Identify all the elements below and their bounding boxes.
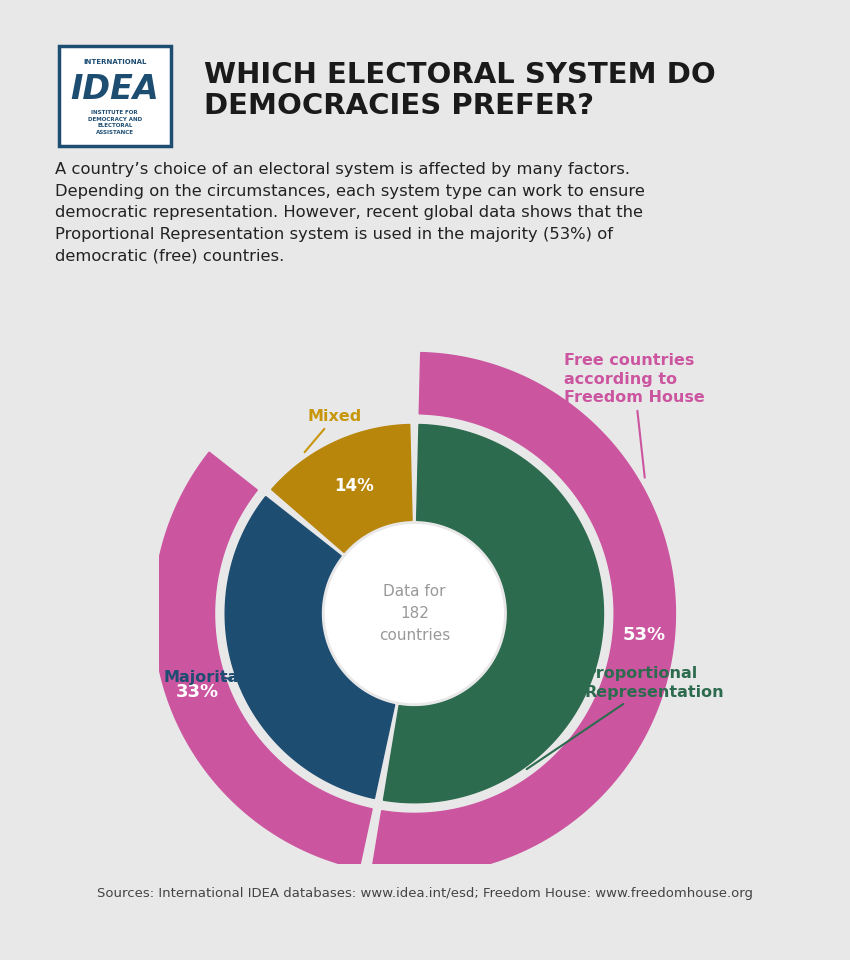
Text: 33%: 33% xyxy=(176,683,219,701)
Text: IDEA: IDEA xyxy=(71,73,159,107)
Polygon shape xyxy=(272,424,412,552)
FancyBboxPatch shape xyxy=(59,46,171,146)
Text: 53%: 53% xyxy=(622,626,666,644)
Text: A country’s choice of an electoral system is affected by many factors.
Depending: A country’s choice of an electoral syste… xyxy=(55,162,645,263)
Text: Majoritarian: Majoritarian xyxy=(164,670,275,685)
Text: Free countries
according to
Freedom House: Free countries according to Freedom Hous… xyxy=(564,353,705,478)
Polygon shape xyxy=(153,452,372,869)
Text: Proportional
Representation: Proportional Representation xyxy=(527,666,724,769)
Circle shape xyxy=(326,524,503,703)
Text: Mixed: Mixed xyxy=(304,409,362,452)
Text: Data for
182
countries: Data for 182 countries xyxy=(379,584,450,643)
Text: Sources: International IDEA databases: www.idea.int/esd; Freedom House: www.free: Sources: International IDEA databases: w… xyxy=(97,887,753,900)
Polygon shape xyxy=(383,424,604,803)
Text: INTERNATIONAL: INTERNATIONAL xyxy=(83,60,146,65)
Text: 14%: 14% xyxy=(334,477,374,494)
Polygon shape xyxy=(225,496,394,799)
Polygon shape xyxy=(371,352,676,875)
Text: INSTITUTE FOR
DEMOCRACY AND
ELECTORAL
ASSISTANCE: INSTITUTE FOR DEMOCRACY AND ELECTORAL AS… xyxy=(88,110,142,134)
Text: WHICH ELECTORAL SYSTEM DO
DEMOCRACIES PREFER?: WHICH ELECTORAL SYSTEM DO DEMOCRACIES PR… xyxy=(204,61,716,120)
